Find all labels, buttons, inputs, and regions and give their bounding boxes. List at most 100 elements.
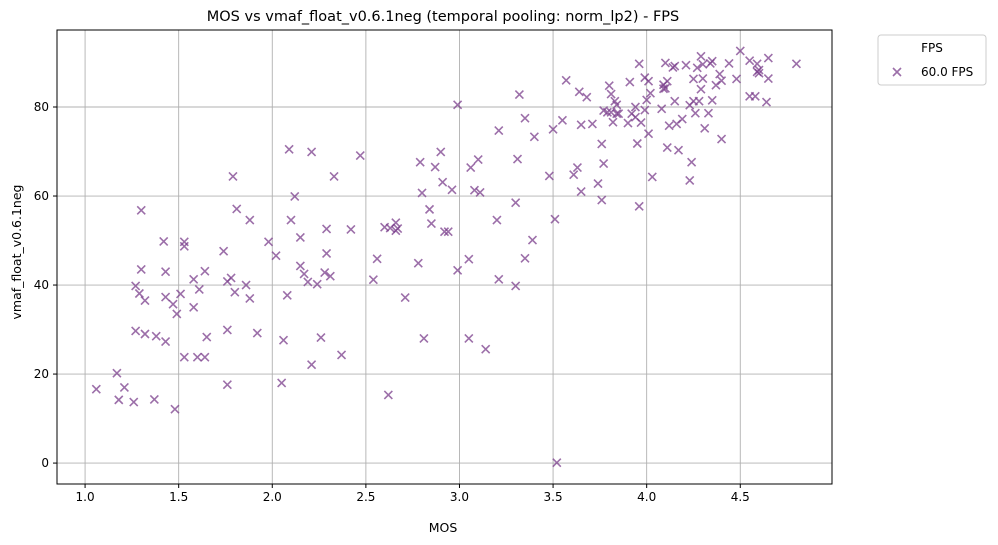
data-point xyxy=(426,219,436,229)
y-tick-label: 40 xyxy=(34,278,49,292)
data-point xyxy=(464,333,474,344)
data-point xyxy=(436,147,446,157)
data-point xyxy=(625,77,635,87)
data-point xyxy=(303,277,313,287)
data-point xyxy=(707,56,717,66)
data-point xyxy=(131,281,141,291)
data-point xyxy=(321,224,332,234)
data-point xyxy=(134,288,144,299)
x-tick-label: 2.5 xyxy=(356,490,375,504)
data-point xyxy=(587,119,597,129)
data-point xyxy=(307,360,317,370)
data-point xyxy=(630,102,641,112)
x-tick-label: 2.0 xyxy=(263,490,282,504)
x-axis-ticks: 1.0 1.5 2.0 2.5 3.0 3.5 4.0 4.5 xyxy=(76,484,750,504)
x-axis-label: MOS xyxy=(429,520,458,535)
data-point xyxy=(372,254,382,264)
data-point xyxy=(277,378,287,388)
data-point xyxy=(443,227,453,237)
data-point xyxy=(159,236,169,246)
data-point xyxy=(511,198,521,208)
data-point xyxy=(548,124,558,134)
data-point xyxy=(662,142,672,153)
data-point xyxy=(466,162,476,173)
data-point xyxy=(662,76,672,86)
data-point xyxy=(464,254,474,264)
x-tick-label: 3.5 xyxy=(544,490,563,504)
data-point xyxy=(393,223,403,234)
data-point xyxy=(677,114,687,124)
legend-marker-x xyxy=(892,67,902,77)
data-point xyxy=(453,265,463,275)
data-point xyxy=(529,132,539,142)
data-point xyxy=(597,195,607,205)
data-point xyxy=(320,268,330,278)
data-point xyxy=(469,185,480,195)
data-point xyxy=(643,76,654,86)
data-point xyxy=(290,191,300,202)
data-point xyxy=(245,293,255,303)
data-point xyxy=(419,333,429,344)
data-point xyxy=(245,215,255,225)
data-point xyxy=(131,326,141,336)
x-tick-label: 3.0 xyxy=(450,490,469,504)
data-point xyxy=(140,296,150,306)
data-point xyxy=(750,91,760,101)
data-point xyxy=(278,335,289,345)
data-point xyxy=(687,157,697,167)
data-point xyxy=(754,68,764,78)
data-point xyxy=(161,267,171,277)
data-point xyxy=(599,158,609,169)
data-point xyxy=(179,241,189,251)
data-point xyxy=(664,121,674,131)
data-point xyxy=(640,105,650,115)
data-point xyxy=(263,237,274,247)
data-point xyxy=(694,96,704,106)
data-point xyxy=(271,251,281,261)
chart-title: MOS vs vmaf_float_v0.6.1neg (temporal po… xyxy=(207,9,680,25)
data-point xyxy=(550,214,560,224)
legend-title: FPS xyxy=(921,41,943,55)
legend-label: 60.0 FPS xyxy=(921,65,973,79)
data-point xyxy=(544,171,554,181)
data-point xyxy=(582,92,592,102)
data-point xyxy=(494,274,504,284)
data-point xyxy=(572,162,582,173)
data-point xyxy=(754,65,764,75)
data-point xyxy=(745,56,755,66)
data-point xyxy=(140,329,150,339)
data-point xyxy=(612,100,622,110)
data-point xyxy=(716,134,727,144)
grid-lines xyxy=(57,30,832,484)
data-point xyxy=(286,215,296,225)
data-point xyxy=(346,224,356,234)
data-point xyxy=(690,108,700,118)
data-point xyxy=(698,73,708,84)
data-point xyxy=(761,97,772,107)
data-point xyxy=(670,61,680,71)
data-point xyxy=(415,157,425,167)
y-tick-label: 0 xyxy=(41,456,49,470)
data-point xyxy=(752,59,762,69)
data-point xyxy=(112,368,122,378)
data-points xyxy=(91,46,801,468)
data-point xyxy=(481,344,491,354)
data-point xyxy=(681,60,691,70)
y-axis-label: vmaf_float_v0.6.1neg xyxy=(9,185,24,320)
data-point xyxy=(660,83,670,93)
data-point xyxy=(557,115,568,125)
data-point xyxy=(222,325,232,335)
data-point xyxy=(149,394,159,404)
data-point xyxy=(329,171,339,182)
data-point xyxy=(91,384,101,394)
data-point xyxy=(179,352,189,362)
data-point xyxy=(355,150,365,161)
data-point xyxy=(696,51,706,61)
x-tick-label: 4.5 xyxy=(731,490,750,504)
data-point xyxy=(129,397,139,407)
data-point xyxy=(561,75,571,85)
data-point xyxy=(731,74,742,84)
data-point xyxy=(252,328,262,338)
data-point xyxy=(175,289,186,299)
data-point xyxy=(316,332,326,343)
